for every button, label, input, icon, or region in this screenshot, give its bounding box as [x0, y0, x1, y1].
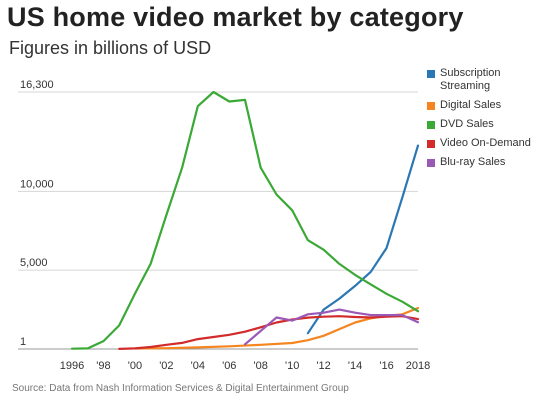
legend-item: Video On-Demand [427, 137, 545, 150]
legend-swatch [427, 121, 435, 129]
legend-label: DVD Sales [440, 118, 494, 130]
x-tick-label: '98 [96, 360, 110, 372]
x-tick-label: '14 [348, 360, 362, 372]
legend-item: DVD Sales [427, 118, 545, 131]
series-line-dvd-sales [70, 90, 420, 350]
x-tick-label: 1996 [60, 360, 84, 372]
x-tick-label: '08 [254, 360, 268, 372]
x-tick-label: '00 [128, 360, 142, 372]
x-tick-label: '04 [191, 360, 205, 372]
chart-subtitle: Figures in billions of USD [9, 38, 212, 58]
x-tick-label: '06 [222, 360, 236, 372]
y-tick-label: 16,300 [20, 79, 54, 91]
legend-item: Blu-ray Sales [427, 156, 545, 169]
legend-label: Blu-ray Sales [440, 156, 506, 168]
y-tick-label: 5,000 [20, 257, 48, 269]
legend-label: Video On-Demand [440, 137, 531, 149]
x-tick-label: '16 [379, 360, 393, 372]
y-tick-label: 1 [20, 336, 26, 348]
series-line-blu-ray-sales [243, 308, 420, 346]
series-line-subscription-streaming [306, 144, 420, 335]
legend-label: Subscription Streaming [440, 67, 501, 92]
x-tick-label: 2018 [406, 360, 430, 372]
x-tick-label: '10 [285, 360, 299, 372]
chart-legend: Subscription Streaming Digital Sales DVD S… [427, 67, 545, 175]
legend-swatch [427, 102, 435, 110]
x-tick-label: '02 [159, 360, 173, 372]
chart-title: US home video market by category [7, 2, 464, 32]
legend-label: Digital Sales [440, 99, 502, 111]
legend-swatch [427, 140, 435, 148]
legend-swatch [427, 159, 435, 167]
legend-item: Subscription Streaming [427, 67, 545, 93]
legend-swatch [427, 70, 435, 78]
legend-item: Digital Sales [427, 99, 545, 112]
y-tick-label: 10,000 [20, 178, 54, 190]
chart-source: Source: Data from Nash Information Servi… [12, 383, 349, 394]
x-tick-label: '12 [316, 360, 330, 372]
